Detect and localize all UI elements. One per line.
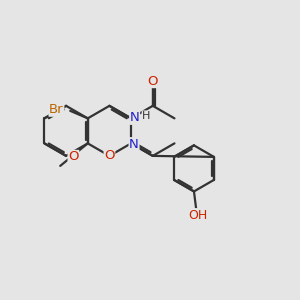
Text: O: O — [68, 151, 79, 164]
Text: O: O — [104, 149, 115, 162]
Text: OH: OH — [188, 209, 207, 222]
Text: H: H — [142, 111, 151, 121]
Text: N: N — [129, 138, 139, 151]
Text: N: N — [130, 111, 140, 124]
Text: Br: Br — [49, 103, 64, 116]
Text: O: O — [148, 74, 158, 88]
